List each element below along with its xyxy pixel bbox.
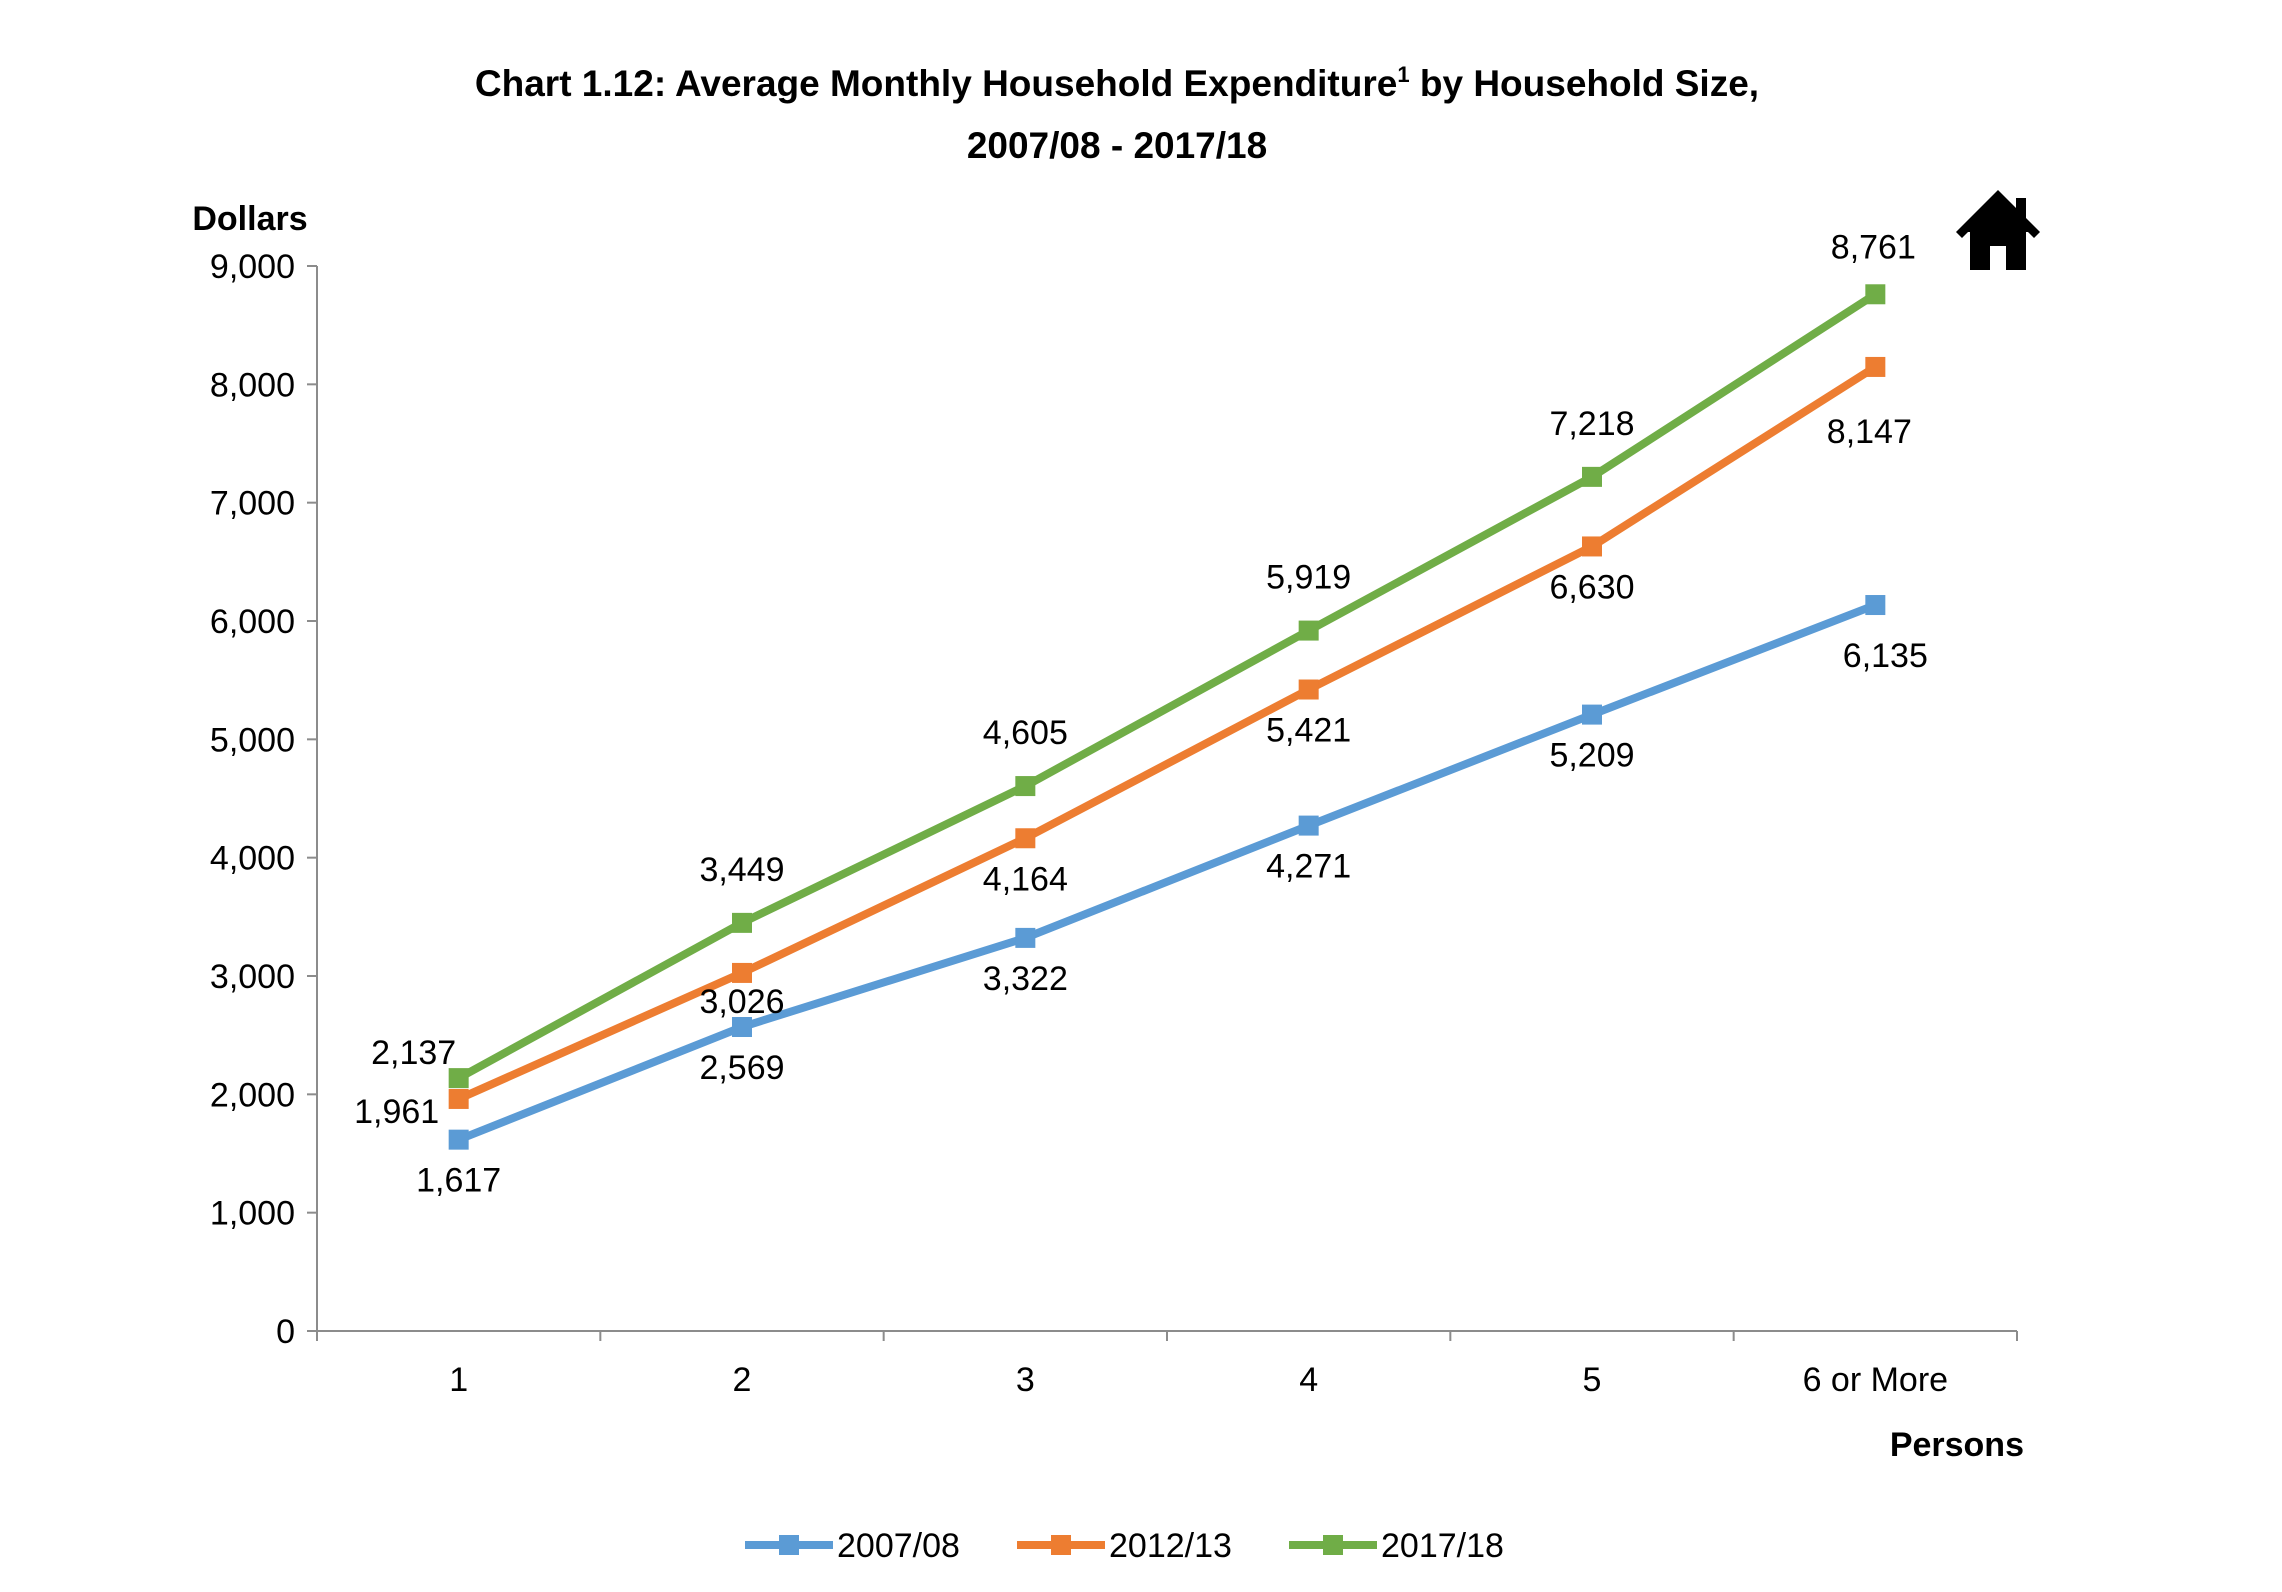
home-button[interactable] xyxy=(1956,190,2040,270)
data-point-marker xyxy=(1015,828,1036,849)
series-line xyxy=(456,290,1878,1082)
data-point-marker xyxy=(732,962,752,983)
data-label: 6,630 xyxy=(1549,568,1634,606)
data-label: 5,919 xyxy=(1266,559,1351,597)
series-line xyxy=(457,363,1878,1103)
x-tick-label: 6 or More xyxy=(1803,1361,1949,1399)
data-point-marker xyxy=(1865,356,1886,377)
legend-item: 2012/13 xyxy=(1017,1527,1232,1565)
x-tick-label: 5 xyxy=(1583,1361,1602,1399)
data-point-marker xyxy=(1582,704,1602,725)
data-label: 3,026 xyxy=(699,983,784,1021)
data-point-marker xyxy=(732,1017,752,1038)
data-point-marker xyxy=(732,912,752,933)
legend-marker xyxy=(779,1535,799,1555)
y-tick-label: 4,000 xyxy=(210,840,295,878)
data-label: 3,449 xyxy=(699,851,784,889)
legend-label: 2007/08 xyxy=(837,1527,960,1565)
legend-label: 2017/18 xyxy=(1381,1527,1504,1565)
data-label: 5,421 xyxy=(1266,712,1351,750)
chart-title-line1: Chart 1.12: Average Monthly Household Ex… xyxy=(475,62,1759,104)
y-tick-label: 7,000 xyxy=(210,485,295,523)
data-label: 2,569 xyxy=(699,1049,784,1087)
y-tick-label: 6,000 xyxy=(210,603,295,641)
data-label: 8,147 xyxy=(1827,413,1912,451)
home-icon xyxy=(1956,190,2040,270)
y-tick-label: 1,000 xyxy=(210,1195,295,1233)
legend-label: 2012/13 xyxy=(1109,1527,1232,1565)
data-label: 5,209 xyxy=(1549,737,1634,775)
data-point-marker xyxy=(1865,595,1886,616)
data-point-marker xyxy=(1298,679,1319,700)
data-label: 2,137 xyxy=(371,1034,456,1072)
data-label: 3,322 xyxy=(983,960,1068,998)
legend-marker xyxy=(1051,1535,1071,1555)
legend-item: 2007/08 xyxy=(745,1527,960,1565)
data-labels: 1,617 2,569 3,322 4,271 5,209 6,135 1,961 3,026… xyxy=(354,228,1928,1199)
data-label: 4,605 xyxy=(983,714,1068,752)
data-point-marker xyxy=(1015,776,1036,797)
data-point-marker xyxy=(1015,927,1036,948)
y-tick-label: 9,000 xyxy=(210,248,295,286)
chart-title-line2: 2007/08 - 2017/18 xyxy=(967,125,1267,166)
series-2017-18 xyxy=(448,284,1886,1089)
x-tick-label: 3 xyxy=(1016,1361,1035,1399)
data-point-marker xyxy=(1582,466,1602,487)
x-axis-ticks: 1 2 3 4 5 6 or More xyxy=(316,1331,2018,1399)
y-axis-title: Dollars xyxy=(192,200,307,238)
data-point-marker xyxy=(1298,620,1319,641)
x-axis-title: Persons xyxy=(1890,1426,2024,1464)
y-tick-label: 8,000 xyxy=(210,366,295,404)
series-2012-13 xyxy=(448,356,1886,1109)
data-point-marker xyxy=(448,1088,469,1109)
x-tick-label: 1 xyxy=(449,1361,468,1399)
y-tick-label: 2,000 xyxy=(210,1076,295,1114)
data-label: 1,961 xyxy=(354,1093,439,1131)
series-line xyxy=(457,601,1877,1144)
data-point-marker xyxy=(448,1068,469,1089)
x-tick-label: 2 xyxy=(733,1361,752,1399)
x-tick-label: 4 xyxy=(1299,1361,1318,1399)
legend-item: 2017/18 xyxy=(1289,1527,1504,1565)
series-layer xyxy=(448,284,1886,1150)
data-label: 7,218 xyxy=(1549,405,1634,443)
series-2007-08 xyxy=(448,595,1886,1150)
data-label: 6,135 xyxy=(1843,637,1928,675)
data-label: 4,271 xyxy=(1266,848,1351,886)
data-point-marker xyxy=(1582,536,1602,557)
y-axis-ticks: 0 1,000 2,000 3,000 4,000 5,000 6,000 7,000 8,00… xyxy=(210,248,317,1351)
data-point-marker xyxy=(448,1129,469,1150)
title-superscript: 1 xyxy=(1397,62,1409,87)
data-point-marker xyxy=(1298,815,1319,836)
data-point-marker xyxy=(1865,284,1886,305)
data-label: 1,617 xyxy=(416,1162,501,1200)
y-tick-label: 3,000 xyxy=(210,958,295,996)
y-tick-label: 5,000 xyxy=(210,721,295,759)
data-label: 4,164 xyxy=(983,860,1068,898)
data-label: 8,761 xyxy=(1831,228,1916,266)
legend-marker xyxy=(1323,1535,1343,1555)
y-tick-label: 0 xyxy=(276,1313,295,1351)
legend: 2007/08 2012/13 2017/18 xyxy=(745,1527,1504,1565)
